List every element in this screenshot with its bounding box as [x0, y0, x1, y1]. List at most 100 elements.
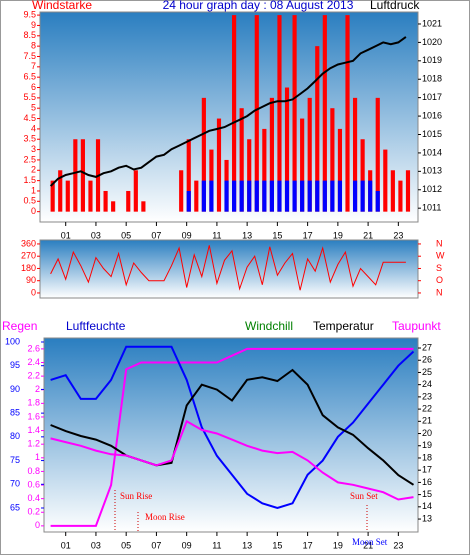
- y-tick-label: 7.5: [23, 51, 36, 61]
- x-tick-label: 23: [393, 540, 403, 550]
- y-tick-label: 3.5: [23, 134, 36, 144]
- wind-bar: [133, 170, 138, 212]
- y-tick-label: 0.6: [27, 479, 40, 489]
- wind-bar: [73, 139, 78, 212]
- wind-bar: [300, 118, 305, 212]
- wind-bar: [337, 180, 343, 212]
- y-tick-label: 4: [31, 123, 36, 133]
- y2-tick-label: 14: [422, 501, 432, 511]
- y2-tick-label: 1011: [422, 203, 441, 213]
- wind-bar: [262, 128, 267, 212]
- wind-bar: [65, 180, 70, 212]
- y3-tick-label: 100: [5, 336, 20, 346]
- wind-bar: [315, 180, 320, 212]
- x-tick-label: 03: [91, 540, 101, 550]
- y2-tick-label: O: [436, 275, 443, 285]
- wind-bar: [284, 180, 290, 212]
- wind-bar: [330, 108, 335, 212]
- wind-bar: [186, 139, 191, 212]
- wind-bar: [201, 180, 206, 212]
- y-tick-label: 8.5: [23, 30, 36, 40]
- x-tick-label: 23: [393, 230, 403, 240]
- y-tick-label: 270: [21, 251, 36, 261]
- y2-tick-label: 1021: [422, 18, 442, 28]
- y-tick-label: 180: [21, 263, 36, 273]
- wind-bar: [322, 180, 327, 212]
- y3-tick-label: 75: [10, 455, 20, 465]
- astro-annotation: Sun Rise: [120, 491, 152, 501]
- x-tick-label: 15: [272, 230, 282, 240]
- y-tick-label: 0.8: [27, 466, 40, 476]
- humidity-axis-title: Luftfeuchte: [66, 319, 126, 333]
- wind-bar: [232, 180, 237, 212]
- y2-tick-label: 20: [422, 428, 432, 438]
- wind-bar: [307, 180, 312, 212]
- wind-bar: [383, 149, 388, 212]
- pressure-axis-title: Luftdruck: [370, 0, 420, 12]
- wind-bar: [194, 180, 199, 212]
- y-tick-label: 1.6: [27, 411, 40, 421]
- y2-tick-label: W: [436, 251, 445, 261]
- wind-bar: [398, 180, 403, 212]
- y2-tick-label: N: [436, 238, 443, 248]
- wind-bar: [247, 139, 252, 212]
- series-line: [49, 36, 407, 187]
- y2-tick-label: 26: [422, 355, 432, 365]
- y-tick-label: 1.8: [27, 398, 40, 408]
- astro-annotation: Sun Set: [350, 491, 378, 501]
- y-tick-label: 4.5: [23, 113, 36, 123]
- x-tick-label: 09: [182, 540, 192, 550]
- y-tick-label: 2: [31, 165, 36, 175]
- y-tick-label: 6: [31, 82, 36, 92]
- y2-tick-label: 27: [422, 342, 432, 352]
- y2-tick-label: 1013: [422, 166, 442, 176]
- y3-tick-label: 90: [10, 384, 20, 394]
- wind-bar: [239, 180, 244, 212]
- wind-bar: [284, 87, 290, 212]
- wind-bar: [216, 118, 222, 212]
- wind-bar: [262, 180, 267, 212]
- wind-bar: [307, 97, 312, 212]
- x-tick-label: 09: [182, 230, 192, 240]
- wind-bar: [352, 180, 358, 212]
- wind-bar: [179, 170, 184, 212]
- wind-bar: [277, 15, 282, 212]
- wind-bar: [126, 190, 131, 212]
- wind-bar: [375, 97, 380, 212]
- x-tick-label: 05: [121, 540, 131, 550]
- wind-bar: [292, 180, 297, 212]
- series-line: [50, 345, 415, 510]
- y3-tick-label: 65: [10, 502, 20, 512]
- chart-title: 24 hour graph day : 08 August 2013: [163, 0, 354, 12]
- y-tick-label: 7: [31, 61, 36, 71]
- y-tick-label: 2.2: [27, 370, 40, 380]
- series-line: [50, 368, 415, 486]
- dewpoint-label: Taupunkt: [392, 319, 441, 333]
- x-tick-label: 19: [333, 230, 343, 240]
- wind-bar: [254, 180, 259, 212]
- x-tick-label: 21: [363, 230, 373, 240]
- wind-bar: [269, 97, 274, 212]
- y-tick-label: 1: [35, 452, 40, 462]
- x-tick-label: 17: [303, 230, 313, 240]
- y-tick-label: 0: [31, 206, 36, 216]
- y2-tick-label: 1016: [422, 110, 442, 120]
- series-line: [50, 347, 414, 527]
- wind-bar: [315, 46, 320, 212]
- x-tick-label: 01: [61, 540, 71, 550]
- y2-tick-label: 1018: [422, 74, 442, 84]
- x-tick-label: 01: [61, 230, 71, 240]
- y2-tick-label: 19: [422, 440, 432, 450]
- wind-bar: [186, 190, 191, 212]
- plot-area-direction: [39, 239, 419, 299]
- wind-bar: [405, 170, 411, 212]
- wind-bar: [232, 15, 237, 212]
- wind-bar: [111, 201, 116, 212]
- wind-bar: [360, 180, 365, 212]
- wind-bar: [390, 170, 395, 212]
- x-tick-label: 05: [121, 230, 131, 240]
- x-tick-label: 07: [151, 230, 161, 240]
- y-tick-label: 8: [31, 41, 36, 51]
- wind-bar: [322, 15, 327, 212]
